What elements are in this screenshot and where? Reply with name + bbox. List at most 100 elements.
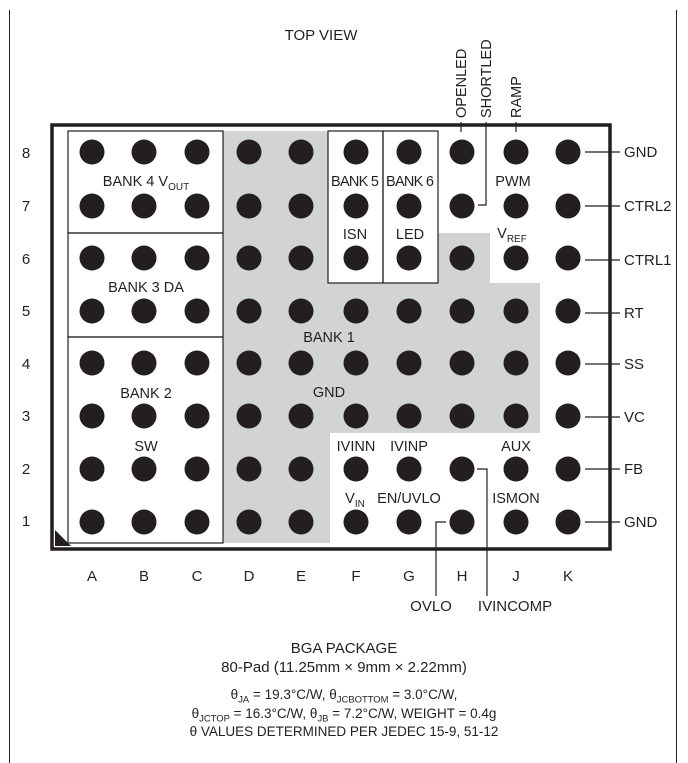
led-label: LED bbox=[396, 227, 424, 243]
ball-e3 bbox=[288, 403, 314, 429]
fb-pin-label: FB bbox=[624, 461, 643, 478]
vref-label: VREF bbox=[497, 226, 527, 245]
gnd-shaded-region bbox=[223, 131, 540, 543]
ball-f4 bbox=[343, 350, 369, 376]
gnd-pin-label-top: GND bbox=[624, 144, 658, 161]
ball-k3 bbox=[555, 403, 581, 429]
ball-a6 bbox=[79, 245, 105, 271]
aux-label: AUX bbox=[501, 439, 531, 455]
ctrl2-pin-label: CTRL2 bbox=[624, 198, 672, 215]
ball-h2 bbox=[449, 456, 475, 482]
ball-e8 bbox=[288, 139, 314, 165]
ball-b6 bbox=[131, 245, 157, 271]
ball-j4 bbox=[503, 350, 529, 376]
ball-k7 bbox=[555, 193, 581, 219]
openled-pin-label: OPENLED bbox=[454, 49, 470, 118]
ball-g2 bbox=[396, 456, 422, 482]
rt-pin-label: RT bbox=[624, 305, 644, 322]
ball-d2 bbox=[236, 456, 262, 482]
ball-h5 bbox=[449, 298, 475, 324]
ball-a8 bbox=[79, 139, 105, 165]
ivincomp-pin-label: IVINCOMP bbox=[478, 598, 552, 615]
ball-e4 bbox=[288, 350, 314, 376]
ball-h6 bbox=[449, 245, 475, 271]
bank4-label: BANK 4 VOUT bbox=[103, 174, 189, 193]
ball-f3 bbox=[343, 403, 369, 429]
ovlo-pin-label: OVLO bbox=[410, 598, 452, 615]
ball-j7 bbox=[503, 193, 529, 219]
row-label-3: 3 bbox=[22, 408, 30, 425]
view-label: TOP VIEW bbox=[285, 27, 359, 44]
gnd-pin-label-bottom: GND bbox=[624, 514, 658, 531]
ramp-pin-label: RAMP bbox=[509, 76, 525, 118]
ball-a2 bbox=[79, 456, 105, 482]
col-label-b: B bbox=[139, 568, 149, 585]
ball-c4 bbox=[184, 350, 210, 376]
sw-label: SW bbox=[134, 439, 158, 455]
ball-b1 bbox=[131, 509, 157, 535]
ball-g3 bbox=[396, 403, 422, 429]
row-label-8: 8 bbox=[22, 145, 30, 162]
ss-pin-label: SS bbox=[624, 356, 644, 373]
thermal-line-2: θJCTOP = 16.3°C/W, θJB = 7.2°C/W, WEIGHT… bbox=[191, 706, 497, 725]
ball-k2 bbox=[555, 456, 581, 482]
bank2-box bbox=[67, 336, 224, 544]
ball-d3 bbox=[236, 403, 262, 429]
ball-c1 bbox=[184, 509, 210, 535]
ctrl1-pin-label: CTRL1 bbox=[624, 252, 672, 269]
bank6-label: BANK 6 bbox=[386, 174, 434, 190]
ball-c2 bbox=[184, 456, 210, 482]
ball-a1 bbox=[79, 509, 105, 535]
bank2-label: BANK 2 bbox=[120, 386, 172, 402]
ball-d1 bbox=[236, 509, 262, 535]
pin1-corner-marker bbox=[55, 530, 71, 546]
gnd-region-label: GND bbox=[313, 385, 345, 401]
ball-j3 bbox=[503, 403, 529, 429]
col-label-a: A bbox=[87, 568, 97, 585]
ivinn-label: IVINN bbox=[337, 439, 376, 455]
ball-g4 bbox=[396, 350, 422, 376]
ball-e5 bbox=[288, 298, 314, 324]
row-label-2: 2 bbox=[22, 461, 30, 478]
ball-g6 bbox=[396, 245, 422, 271]
ball-g5 bbox=[396, 298, 422, 324]
ball-f2 bbox=[343, 456, 369, 482]
ball-c6 bbox=[184, 245, 210, 271]
col-label-g: G bbox=[403, 568, 415, 585]
row-label-6: 6 bbox=[22, 251, 30, 268]
row-label-1: 1 bbox=[22, 513, 30, 530]
ball-f6 bbox=[343, 245, 369, 271]
ball-j5 bbox=[503, 298, 529, 324]
row-label-5: 5 bbox=[22, 303, 30, 320]
shortled-pin-label: SHORTLED bbox=[479, 39, 495, 118]
ball-a3 bbox=[79, 403, 105, 429]
thermal-line-1: θJA = 19.3°C/W, θJCBOTTOM = 3.0°C/W, bbox=[230, 687, 458, 706]
ball-a4 bbox=[79, 350, 105, 376]
vin-label: VIN bbox=[345, 491, 365, 510]
isn-label: ISN bbox=[343, 227, 367, 243]
bga-pinout-diagram: TOP VIEW 8 7 6 5 4 3 2 1 A B C D E F G H… bbox=[22, 27, 672, 615]
ball-g8 bbox=[396, 139, 422, 165]
ball-f7 bbox=[343, 193, 369, 219]
ball-f8 bbox=[343, 139, 369, 165]
bank5-label: BANK 5 bbox=[331, 174, 379, 190]
ball-b7 bbox=[131, 193, 157, 219]
thermal-note: θ VALUES DETERMINED PER JEDEC 15-9, 51-1… bbox=[189, 724, 499, 739]
col-label-f: F bbox=[351, 568, 360, 585]
ball-g7 bbox=[396, 193, 422, 219]
ismon-label: ISMON bbox=[492, 491, 540, 507]
ball-e2 bbox=[288, 456, 314, 482]
ball-k5 bbox=[555, 298, 581, 324]
ball-f5 bbox=[343, 298, 369, 324]
ball-c5 bbox=[184, 298, 210, 324]
bank3-label: BANK 3 DA bbox=[108, 280, 184, 296]
col-label-j: J bbox=[512, 568, 520, 585]
ball-a5 bbox=[79, 298, 105, 324]
row-label-4: 4 bbox=[22, 356, 30, 373]
package-description: 80-Pad (11.25mm × 9mm × 2.22mm) bbox=[221, 659, 467, 676]
ball-d8 bbox=[236, 139, 262, 165]
ball-e6 bbox=[288, 245, 314, 271]
ball-array bbox=[79, 139, 581, 535]
column-labels: A B C D E F G H J K bbox=[87, 568, 573, 585]
ball-j6 bbox=[503, 245, 529, 271]
